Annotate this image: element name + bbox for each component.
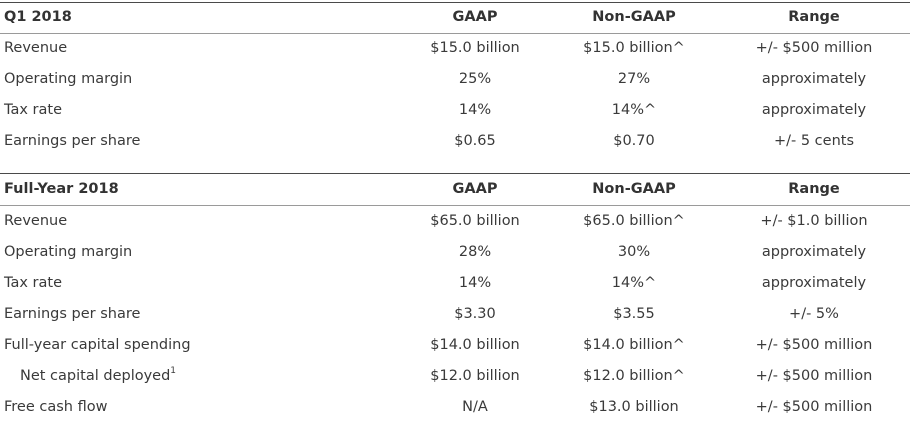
fy-header-row: Full-Year 2018 GAAP Non-GAAP Range bbox=[0, 174, 910, 205]
row-label: Full-year capital spending bbox=[4, 337, 191, 353]
row-label: Earnings per share bbox=[4, 133, 141, 149]
gaap-value: 14% bbox=[458, 275, 492, 291]
q1-header-divider bbox=[0, 33, 910, 34]
table-row: Earnings per share $3.30 $3.55 +/- 5% bbox=[0, 299, 910, 330]
table-row: Free cash flow N/A $13.0 billion +/- $50… bbox=[0, 392, 910, 423]
range-value: approximately bbox=[761, 71, 867, 87]
row-label: Net capital deployed1 bbox=[20, 361, 176, 392]
non-gaap-value: 30% bbox=[617, 244, 651, 260]
gaap-value: $12.0 billion bbox=[430, 368, 520, 384]
gaap-value: $65.0 billion bbox=[430, 213, 520, 229]
row-label: Free cash flow bbox=[4, 399, 108, 415]
row-label: Operating margin bbox=[4, 71, 133, 87]
gaap-value: 14% bbox=[458, 102, 492, 118]
gaap-value: $15.0 billion bbox=[430, 40, 520, 56]
table-row: Net capital deployed1 $12.0 billion $12.… bbox=[0, 361, 910, 392]
range-heading: Range bbox=[788, 9, 840, 25]
footnote-marker: 1 bbox=[170, 366, 177, 377]
range-value: +/- 5% bbox=[789, 306, 839, 322]
table-row: Operating margin 25% 27% approximately bbox=[0, 64, 910, 95]
range-value: approximately bbox=[761, 275, 867, 291]
non-gaap-value: $15.0 billion^ bbox=[583, 40, 685, 56]
non-gaap-value: 14%^ bbox=[611, 102, 657, 118]
gaap-heading: GAAP bbox=[452, 9, 498, 25]
range-value: +/- $500 million bbox=[755, 368, 873, 384]
fy-header-divider bbox=[0, 205, 910, 206]
non-gaap-value: $3.55 bbox=[613, 306, 655, 322]
gaap-value: $3.30 bbox=[454, 306, 496, 322]
table-row: Full-year capital spending $14.0 billion… bbox=[0, 330, 910, 361]
row-label: Revenue bbox=[4, 213, 68, 229]
range-value: +/- $1.0 billion bbox=[760, 213, 868, 229]
gaap-value: $0.65 bbox=[454, 133, 496, 149]
q1-header-row: Q1 2018 GAAP Non-GAAP Range bbox=[0, 2, 910, 33]
row-label: Revenue bbox=[4, 40, 68, 56]
row-label: Operating margin bbox=[4, 244, 133, 260]
row-label: Earnings per share bbox=[4, 306, 141, 322]
range-value: approximately bbox=[761, 102, 867, 118]
range-value: approximately bbox=[761, 244, 867, 260]
non-gaap-heading: Non-GAAP bbox=[592, 9, 676, 25]
non-gaap-value: $0.70 bbox=[613, 133, 655, 149]
gaap-value: N/A bbox=[462, 399, 488, 415]
non-gaap-heading: Non-GAAP bbox=[592, 181, 676, 197]
table-row: Revenue $15.0 billion $15.0 billion^ +/-… bbox=[0, 33, 910, 64]
row-label-text: Net capital deployed bbox=[20, 368, 171, 384]
non-gaap-value: $14.0 billion^ bbox=[583, 337, 685, 353]
range-value: +/- $500 million bbox=[755, 337, 873, 353]
top-divider bbox=[0, 2, 910, 3]
non-gaap-value: 14%^ bbox=[611, 275, 657, 291]
gaap-value: 28% bbox=[458, 244, 492, 260]
q1-period-heading: Q1 2018 bbox=[4, 9, 72, 25]
fy-period-heading: Full-Year 2018 bbox=[4, 181, 119, 197]
table-row: Tax rate 14% 14%^ approximately bbox=[0, 95, 910, 126]
row-label: Tax rate bbox=[4, 275, 62, 291]
gaap-value: $14.0 billion bbox=[430, 337, 520, 353]
gaap-heading: GAAP bbox=[452, 181, 498, 197]
table-row: Operating margin 28% 30% approximately bbox=[0, 237, 910, 268]
range-heading: Range bbox=[788, 181, 840, 197]
non-gaap-value: $65.0 billion^ bbox=[583, 213, 685, 229]
section-divider bbox=[0, 173, 910, 174]
range-value: +/- 5 cents bbox=[773, 133, 855, 149]
table-row: Tax rate 14% 14%^ approximately bbox=[0, 268, 910, 299]
table-row: Earnings per share $0.65 $0.70 +/- 5 cen… bbox=[0, 126, 910, 157]
non-gaap-value: $13.0 billion bbox=[589, 399, 679, 415]
range-value: +/- $500 million bbox=[755, 40, 873, 56]
table-row: Revenue $65.0 billion $65.0 billion^ +/-… bbox=[0, 206, 910, 237]
non-gaap-value: 27% bbox=[617, 71, 651, 87]
range-value: +/- $500 million bbox=[755, 399, 873, 415]
gaap-value: 25% bbox=[458, 71, 492, 87]
non-gaap-value: $12.0 billion^ bbox=[583, 368, 685, 384]
row-label: Tax rate bbox=[4, 102, 62, 118]
